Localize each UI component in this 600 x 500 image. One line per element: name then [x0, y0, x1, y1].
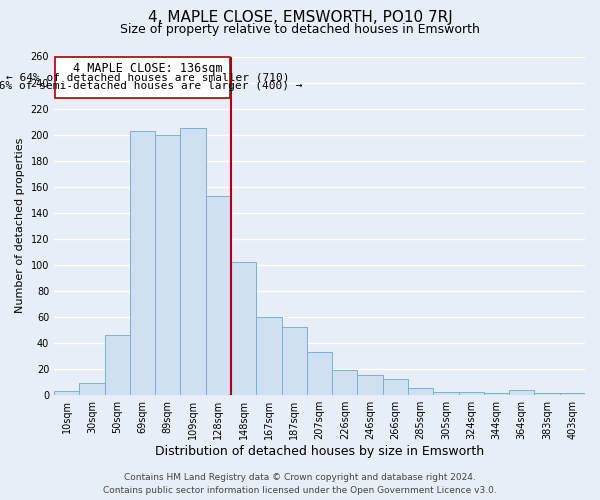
- Bar: [231, 262, 256, 394]
- Bar: [79, 383, 104, 394]
- Bar: [433, 392, 458, 394]
- Text: Contains HM Land Registry data © Crown copyright and database right 2024.
Contai: Contains HM Land Registry data © Crown c…: [103, 473, 497, 495]
- Text: 36% of semi-detached houses are larger (400) →: 36% of semi-detached houses are larger (…: [0, 81, 303, 91]
- Text: ← 64% of detached houses are smaller (710): ← 64% of detached houses are smaller (71…: [6, 72, 289, 82]
- Bar: [155, 134, 181, 394]
- Bar: [181, 128, 206, 394]
- Bar: [383, 379, 408, 394]
- Bar: [206, 196, 231, 394]
- Text: Size of property relative to detached houses in Emsworth: Size of property relative to detached ho…: [120, 22, 480, 36]
- Bar: [332, 370, 358, 394]
- Bar: [54, 391, 79, 394]
- Bar: [358, 375, 383, 394]
- X-axis label: Distribution of detached houses by size in Emsworth: Distribution of detached houses by size …: [155, 444, 484, 458]
- Y-axis label: Number of detached properties: Number of detached properties: [15, 138, 25, 314]
- Bar: [458, 392, 484, 394]
- Bar: [509, 390, 535, 394]
- Text: 4, MAPLE CLOSE, EMSWORTH, PO10 7RJ: 4, MAPLE CLOSE, EMSWORTH, PO10 7RJ: [148, 10, 452, 25]
- FancyBboxPatch shape: [55, 56, 230, 98]
- Bar: [281, 327, 307, 394]
- Bar: [408, 388, 433, 394]
- Text: 4 MAPLE CLOSE: 136sqm: 4 MAPLE CLOSE: 136sqm: [73, 62, 223, 74]
- Bar: [307, 352, 332, 395]
- Bar: [130, 130, 155, 394]
- Bar: [104, 335, 130, 394]
- Bar: [256, 316, 281, 394]
